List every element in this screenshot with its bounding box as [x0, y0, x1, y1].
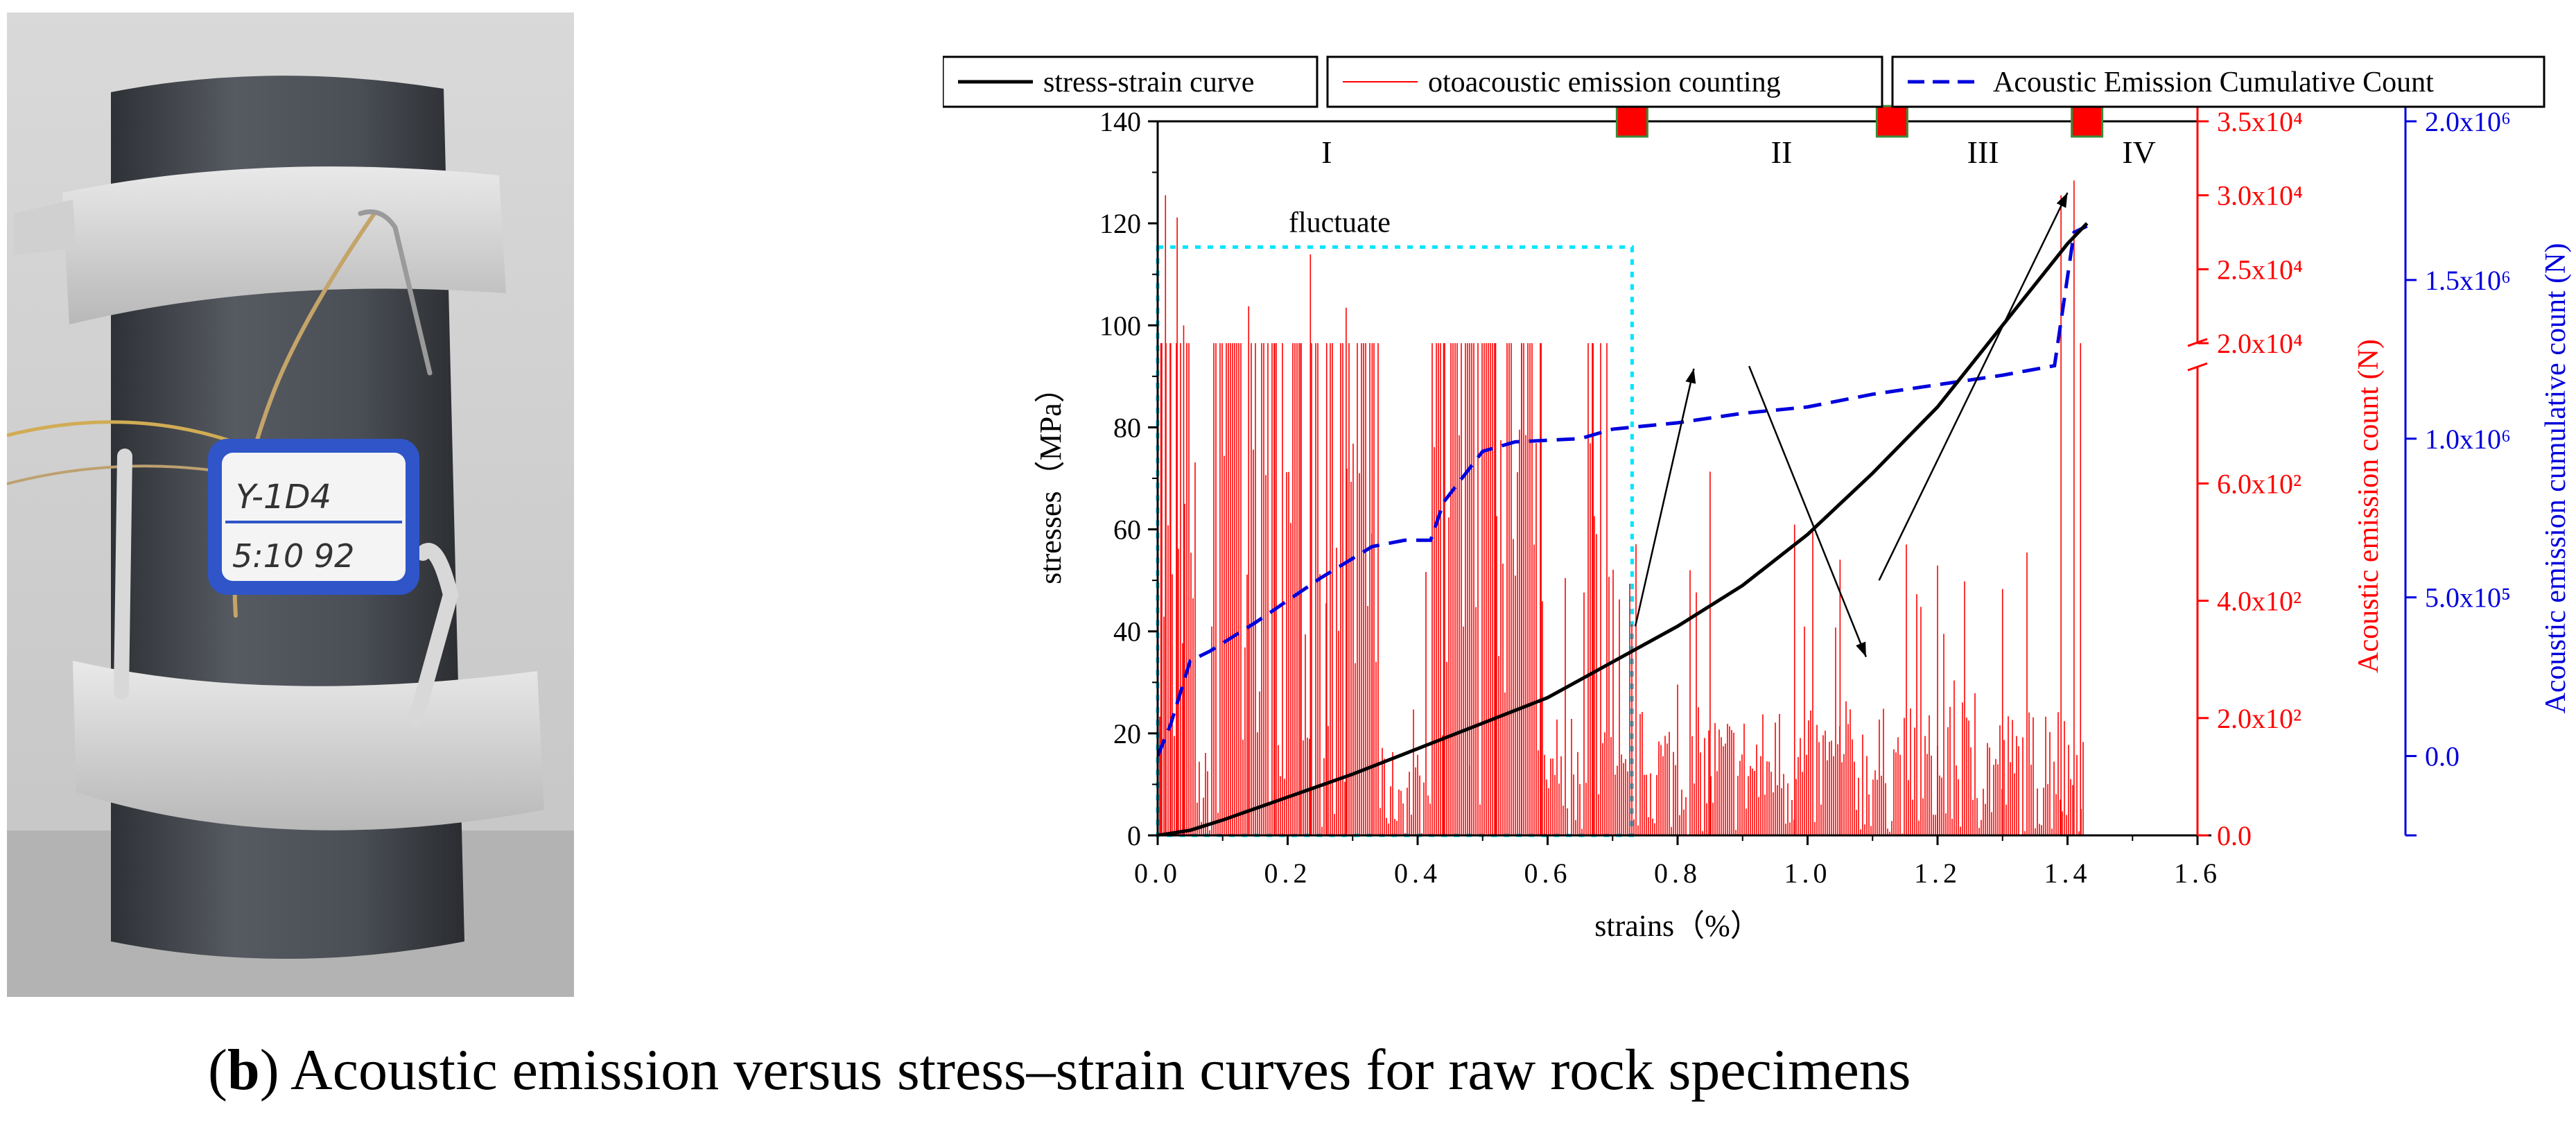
ae-stress-strain-chart: fluctuate 0.0 0.2 0.4 0.6 0.8 1.0 1.2 1.4 1.6 0 20…	[943, 55, 2572, 943]
x-tick-label: 1.0	[1784, 858, 1831, 889]
sample-label: Y-1D4 5:10 92	[208, 439, 419, 595]
axes: 0.0 0.2 0.4 0.6 0.8 1.0 1.2 1.4 1.6 0 20 40 60 80 100 1…	[1099, 106, 2511, 889]
y-right1-tick-label: 2.5x10⁴	[2217, 254, 2303, 285]
stress-strain-line	[1158, 222, 2089, 835]
x-tick-label: 0.0	[1134, 858, 1181, 889]
rock-specimen-photo: Y-1D4 5:10 92	[7, 12, 574, 997]
legend-label: Acoustic Emission Cumulative Count	[1993, 67, 2434, 98]
x-tick-label: 1.2	[1914, 858, 1961, 889]
stage-boundary-marker	[1615, 105, 1648, 138]
upper-band	[14, 166, 506, 324]
y-left-tick-label: 60	[1113, 514, 1141, 546]
caption-open-paren: (	[208, 1038, 227, 1102]
y-right1-tick-label: 2.0x10⁴	[2217, 328, 2303, 359]
lower-band	[73, 661, 544, 831]
y-right1-tick-label: 3.0x10⁴	[2217, 180, 2303, 211]
y-left-tick-label: 100	[1099, 310, 1141, 341]
label-line-1: Y-1D4	[236, 478, 331, 516]
cumulative-count-series	[1158, 224, 2088, 757]
caption-text: ) Acoustic emission versus stress–strain…	[259, 1038, 1911, 1102]
y-right2-axis-title: Acoustic emission cumulative count (N)	[2540, 243, 2572, 714]
x-tick-label: 0.4	[1394, 858, 1441, 889]
trend-arrow	[1634, 368, 1695, 627]
y-left-tick-label: 140	[1099, 106, 1141, 137]
y-left-tick-label: 120	[1099, 208, 1141, 239]
x-tick-label: 0.6	[1524, 858, 1572, 889]
y-right2-tick-label: 0.0	[2425, 741, 2460, 772]
legend-box	[1326, 55, 1883, 108]
y-left-tick-label: 20	[1113, 718, 1141, 749]
stage-label: II	[1771, 134, 1793, 170]
y-right1-tick-label: 6.0x10²	[2217, 468, 2301, 499]
trend-arrows	[1634, 192, 2069, 657]
trend-arrowhead	[1685, 368, 1696, 384]
caption-letter: b	[227, 1038, 260, 1102]
y-right2-tick-label: 1.0x10⁶	[2425, 424, 2511, 455]
stage-label: III	[1967, 134, 1999, 170]
legend-box	[1891, 55, 2545, 108]
x-tick-label: 1.6	[2174, 858, 2221, 889]
stage-label: I	[1321, 134, 1332, 170]
y-right2-tick-label: 5.0x10⁵	[2425, 582, 2511, 614]
y-right2-tick-label: 1.5x10⁶	[2425, 265, 2511, 296]
legend: stress-strain curve otoacoustic emission …	[943, 55, 2545, 108]
stage-boundary-marker	[1875, 105, 1908, 138]
y-right1-tick-label: 2.0x10²	[2217, 703, 2301, 734]
x-tick-label: 0.8	[1654, 858, 1701, 889]
stage-boundary-marker	[2071, 105, 2104, 138]
y-right1-tick-label: 4.0x10²	[2217, 586, 2301, 617]
y-right2-tick-label: 2.0x10⁶	[2425, 106, 2511, 137]
y-right1-tick-label: 3.5x10⁴	[2217, 106, 2303, 137]
y-right1-axis-title: Acoustic emission count (N)	[2353, 339, 2385, 673]
trend-arrowhead	[2056, 193, 2068, 208]
label-line-2: 5:10 92	[232, 537, 354, 575]
cumulative-line	[1158, 224, 2088, 757]
y-left-tick-label: 40	[1113, 616, 1141, 648]
y-right1-tick-label: 0.0	[2217, 820, 2252, 851]
legend-label: stress-strain curve	[1043, 67, 1254, 98]
stress-strain-series	[1158, 222, 2089, 835]
x-tick-label: 0.2	[1264, 858, 1312, 889]
axis-titles: strains（%） stresses（MPa） Acoustic emission…	[1034, 243, 2572, 943]
stage-label: IV	[2122, 134, 2156, 170]
x-axis-title: strains（%）	[1594, 909, 1761, 943]
trend-arrow	[1748, 365, 1868, 657]
figure-caption: (b) Acoustic emission versus stress–stra…	[208, 1036, 2496, 1104]
y-left-tick-label: 80	[1113, 412, 1141, 443]
fluctuate-label: fluctuate	[1289, 207, 1391, 238]
y-left-tick-label: 0	[1127, 820, 1141, 851]
ae-count-series	[1158, 180, 2084, 835]
x-tick-label: 1.4	[2044, 858, 2091, 889]
axis-break-mark	[2187, 362, 2208, 372]
trend-arrow	[1878, 192, 2069, 581]
stage-markers: I II III IV	[1321, 105, 2156, 170]
y-left-axis-title: stresses（MPa）	[1034, 372, 1068, 584]
trend-arrowhead	[1856, 641, 1866, 657]
legend-label: otoacoustic emission counting	[1428, 67, 1781, 98]
